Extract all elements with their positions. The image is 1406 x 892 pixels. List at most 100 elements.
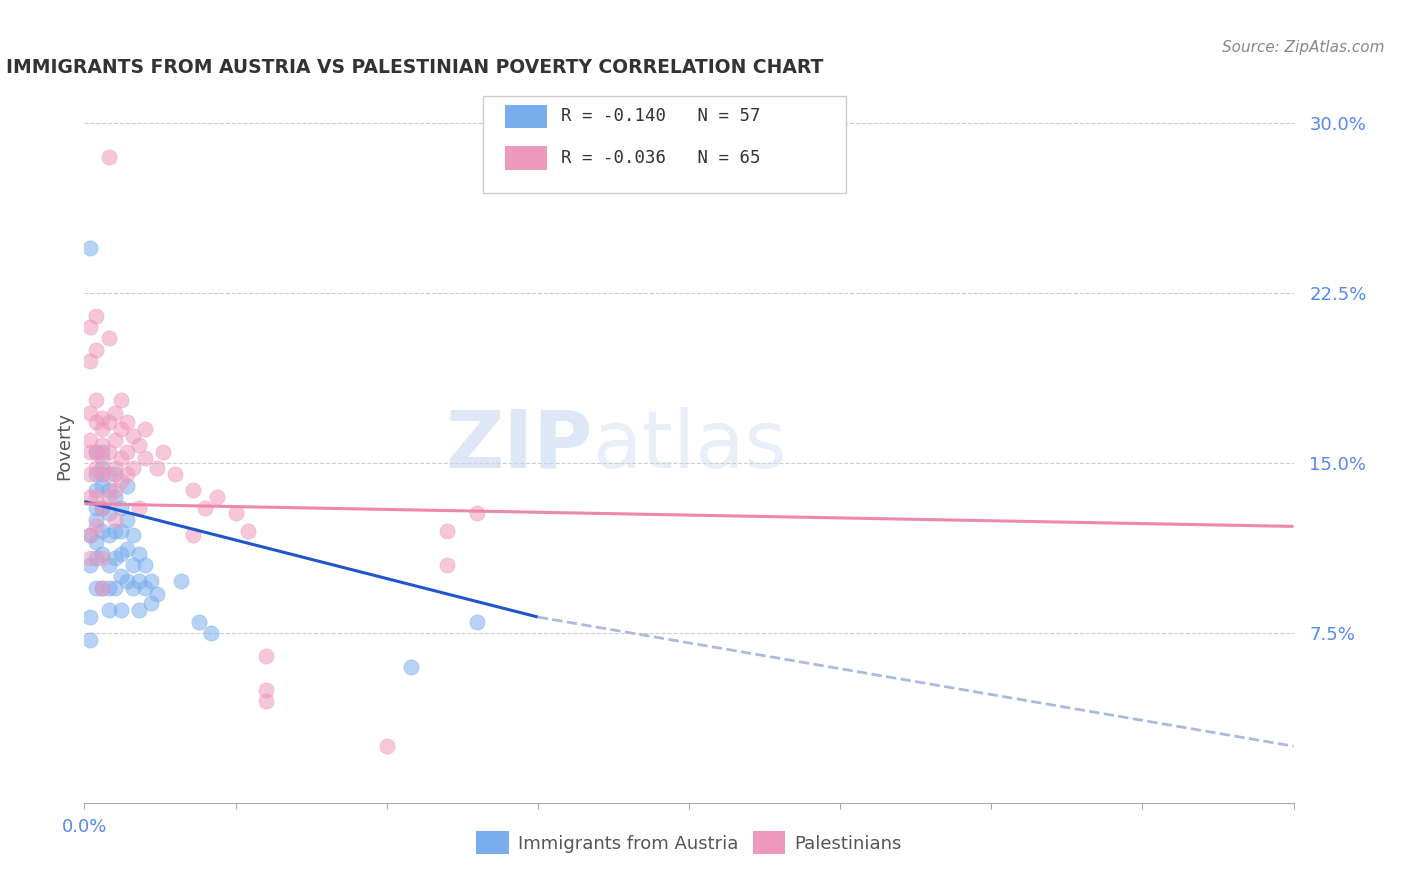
Point	[79, 528, 101, 542]
Point	[91, 438, 114, 452]
Point	[79, 490, 101, 504]
Point	[79, 528, 101, 542]
Point	[115, 467, 138, 482]
Point	[97, 467, 120, 482]
Text: Source: ZipAtlas.com: Source: ZipAtlas.com	[1222, 40, 1385, 55]
Point	[91, 478, 114, 492]
Point	[104, 524, 127, 538]
Text: R = -0.140   N = 57: R = -0.140 N = 57	[561, 107, 761, 125]
Text: IMMIGRANTS FROM AUSTRIA VS PALESTINIAN POVERTY CORRELATION CHART: IMMIGRANTS FROM AUSTRIA VS PALESTINIAN P…	[6, 57, 823, 77]
Point	[436, 524, 458, 538]
Point	[467, 506, 489, 520]
Point	[86, 519, 108, 533]
Point	[91, 501, 114, 516]
Point	[170, 574, 193, 588]
Point	[97, 444, 120, 458]
Point	[110, 524, 132, 538]
Point	[97, 558, 120, 572]
Point	[97, 150, 120, 164]
Point	[163, 467, 186, 482]
Point	[181, 483, 204, 498]
Point	[91, 501, 114, 516]
Point	[115, 574, 138, 588]
Point	[91, 422, 114, 436]
Point	[181, 528, 204, 542]
Point	[86, 444, 108, 458]
Point	[79, 467, 101, 482]
Point	[121, 581, 143, 595]
Point	[128, 574, 150, 588]
Point	[146, 460, 169, 475]
Text: 0.0%: 0.0%	[62, 819, 107, 837]
Point	[139, 597, 162, 611]
Point	[128, 438, 150, 452]
Point	[86, 309, 108, 323]
Point	[104, 551, 127, 566]
Point	[86, 460, 108, 475]
Point	[375, 739, 398, 754]
Point	[200, 626, 222, 640]
Point	[134, 422, 156, 436]
Point	[97, 483, 120, 498]
Point	[97, 506, 120, 520]
FancyBboxPatch shape	[484, 96, 846, 193]
Point	[79, 632, 101, 647]
Point	[86, 343, 108, 357]
Point	[115, 542, 138, 557]
Point	[104, 434, 127, 448]
Point	[110, 569, 132, 583]
Point	[110, 392, 132, 407]
Point	[91, 547, 114, 561]
Point	[110, 451, 132, 466]
Point	[97, 528, 120, 542]
Point	[121, 558, 143, 572]
Point	[86, 513, 108, 527]
Point	[104, 513, 127, 527]
Point	[146, 587, 169, 601]
Point	[115, 444, 138, 458]
Point	[128, 547, 150, 561]
Point	[91, 467, 114, 482]
Point	[86, 490, 108, 504]
Point	[104, 467, 127, 482]
Point	[110, 474, 132, 488]
Text: atlas: atlas	[592, 407, 786, 485]
Point	[86, 501, 108, 516]
Point	[134, 581, 156, 595]
Point	[121, 429, 143, 443]
Bar	[505, 146, 547, 169]
Point	[79, 558, 101, 572]
Point	[104, 406, 127, 420]
Point	[86, 392, 108, 407]
Point	[79, 434, 101, 448]
Point	[91, 460, 114, 475]
Y-axis label: Poverty: Poverty	[55, 412, 73, 480]
Point	[86, 581, 108, 595]
Bar	[505, 105, 547, 128]
Point	[134, 558, 156, 572]
Point	[86, 551, 108, 566]
Point	[91, 551, 114, 566]
Point	[467, 615, 489, 629]
Point	[91, 410, 114, 425]
Point	[110, 547, 132, 561]
Point	[225, 506, 247, 520]
Point	[194, 501, 217, 516]
Point	[399, 660, 422, 674]
Point	[110, 501, 132, 516]
Point	[254, 694, 277, 708]
Point	[97, 415, 120, 429]
Point	[91, 451, 114, 466]
Point	[134, 451, 156, 466]
Point	[91, 581, 114, 595]
Point	[254, 682, 277, 697]
Point	[86, 483, 108, 498]
Point	[128, 501, 150, 516]
Text: R = -0.036   N = 65: R = -0.036 N = 65	[561, 149, 761, 167]
Point	[97, 581, 120, 595]
Point	[79, 354, 101, 368]
Point	[97, 490, 120, 504]
Point	[207, 490, 229, 504]
Point	[79, 241, 101, 255]
Point	[188, 615, 211, 629]
